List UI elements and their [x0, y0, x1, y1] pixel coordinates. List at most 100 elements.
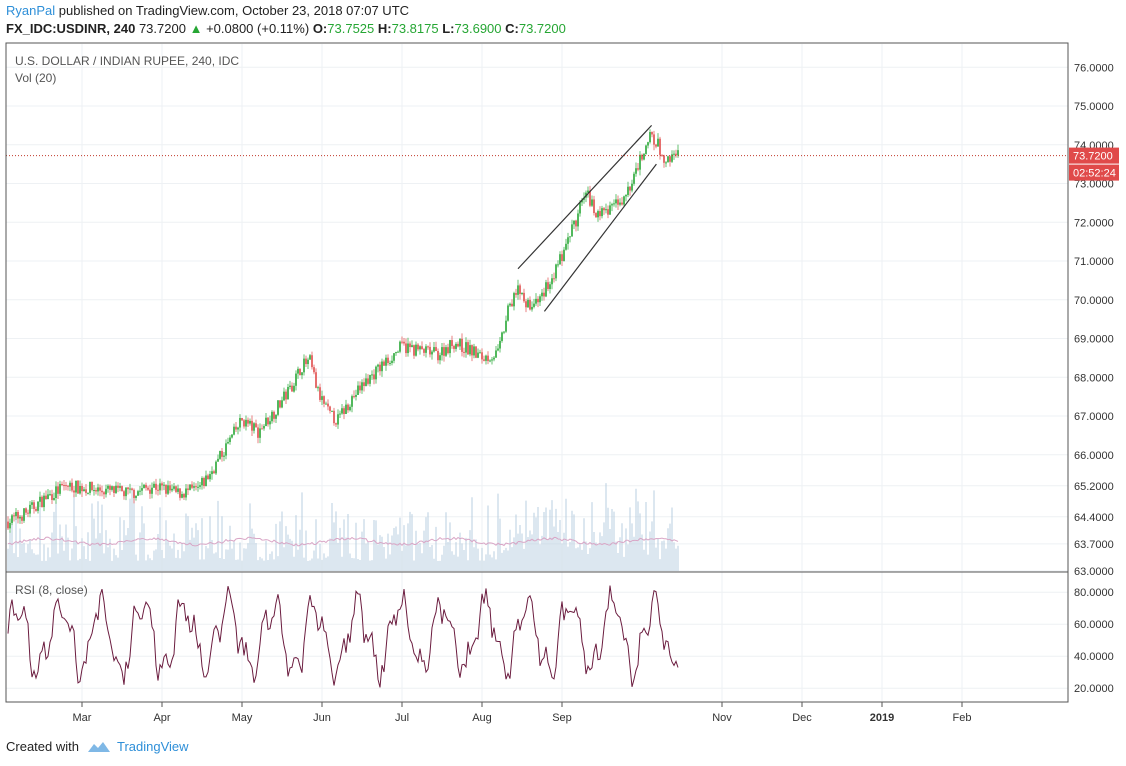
candle — [639, 151, 641, 176]
last-price-tag-text: 73.7200 — [1073, 151, 1113, 163]
candle — [23, 507, 25, 523]
candle — [495, 345, 497, 358]
volume-title: Vol (20) — [15, 71, 56, 85]
candle — [383, 359, 385, 366]
candle — [49, 490, 51, 496]
candle — [353, 390, 355, 399]
footer: Created with TradingView — [6, 739, 189, 754]
candle — [237, 426, 239, 435]
price-axis[interactable]: 76.000075.000074.000073.000072.000071.00… — [1074, 62, 1114, 578]
candle — [125, 487, 127, 501]
candle — [219, 450, 221, 460]
low-value: 73.6900 — [454, 21, 502, 36]
low-label: L: — [442, 21, 455, 36]
candle — [373, 369, 375, 385]
candle — [657, 133, 659, 147]
candle — [313, 364, 315, 375]
candle — [21, 515, 23, 525]
candle — [187, 484, 189, 496]
candle — [45, 490, 47, 500]
candle — [481, 348, 483, 364]
candle — [675, 149, 677, 158]
candle — [201, 476, 203, 490]
candle — [81, 483, 83, 497]
candle — [129, 483, 131, 494]
candle — [341, 403, 343, 415]
candle — [99, 484, 101, 497]
channel-line — [543, 163, 657, 312]
candle — [435, 341, 437, 352]
candle — [661, 154, 663, 157]
candle — [591, 195, 593, 207]
candle — [171, 484, 173, 493]
candle — [575, 219, 577, 232]
candle — [17, 510, 19, 524]
candle — [83, 486, 85, 492]
candle — [617, 195, 619, 210]
main-title: U.S. DOLLAR / INDIAN RUPEE, 240, IDC — [15, 54, 239, 68]
candle — [549, 281, 551, 294]
candles — [7, 129, 679, 533]
candle — [597, 209, 599, 222]
tradingview-link[interactable]: TradingView — [116, 739, 189, 754]
candle — [243, 419, 245, 429]
candle — [265, 412, 267, 427]
candle — [295, 370, 297, 391]
candle — [69, 480, 71, 492]
candle — [291, 382, 293, 392]
candle — [319, 383, 321, 402]
candle — [449, 339, 451, 358]
candle — [227, 437, 229, 445]
candle — [307, 357, 309, 370]
candle — [375, 365, 377, 384]
author-link[interactable]: RyanPal — [6, 3, 56, 18]
candle — [669, 155, 671, 167]
candle — [529, 296, 531, 311]
candle — [153, 481, 155, 488]
candle — [551, 273, 553, 290]
price-tick-label: 69.0000 — [1074, 334, 1114, 346]
candle — [381, 358, 383, 377]
candle — [297, 366, 299, 379]
candle — [209, 470, 211, 482]
candle — [113, 486, 115, 497]
rsi-line — [7, 585, 679, 688]
candle — [509, 302, 511, 308]
candle — [391, 355, 393, 366]
candle — [59, 480, 61, 496]
time-axis[interactable]: Mar Apr May Jun Jul Aug Sep Nov Dec 2019 Feb — [73, 702, 972, 724]
candle — [343, 406, 345, 420]
candle — [177, 484, 179, 495]
candle — [37, 500, 39, 514]
candle — [247, 417, 249, 428]
last-price: 73.7200 — [138, 21, 186, 36]
candle — [641, 153, 643, 162]
candle — [101, 485, 103, 497]
candle — [635, 162, 637, 177]
candle — [73, 486, 75, 498]
candle — [525, 298, 527, 313]
candle — [567, 232, 569, 250]
candle — [451, 335, 453, 349]
candle — [357, 381, 359, 395]
candle — [443, 342, 445, 362]
candle — [547, 277, 549, 292]
candle — [293, 382, 295, 393]
candle — [505, 315, 507, 333]
volume-ma-line — [7, 536, 679, 547]
candle — [141, 482, 143, 496]
candle — [249, 418, 251, 426]
candle — [217, 454, 219, 462]
candle — [169, 480, 171, 494]
candle — [619, 198, 621, 207]
candle — [311, 351, 313, 370]
candle — [489, 359, 491, 363]
candle — [163, 481, 165, 491]
candle — [533, 298, 535, 309]
candle — [277, 399, 279, 417]
candle — [419, 345, 421, 355]
candle — [365, 373, 367, 387]
candle — [213, 469, 215, 474]
rsi-axis[interactable]: 80.0000 60.0000 40.0000 20.0000 — [1074, 587, 1114, 695]
